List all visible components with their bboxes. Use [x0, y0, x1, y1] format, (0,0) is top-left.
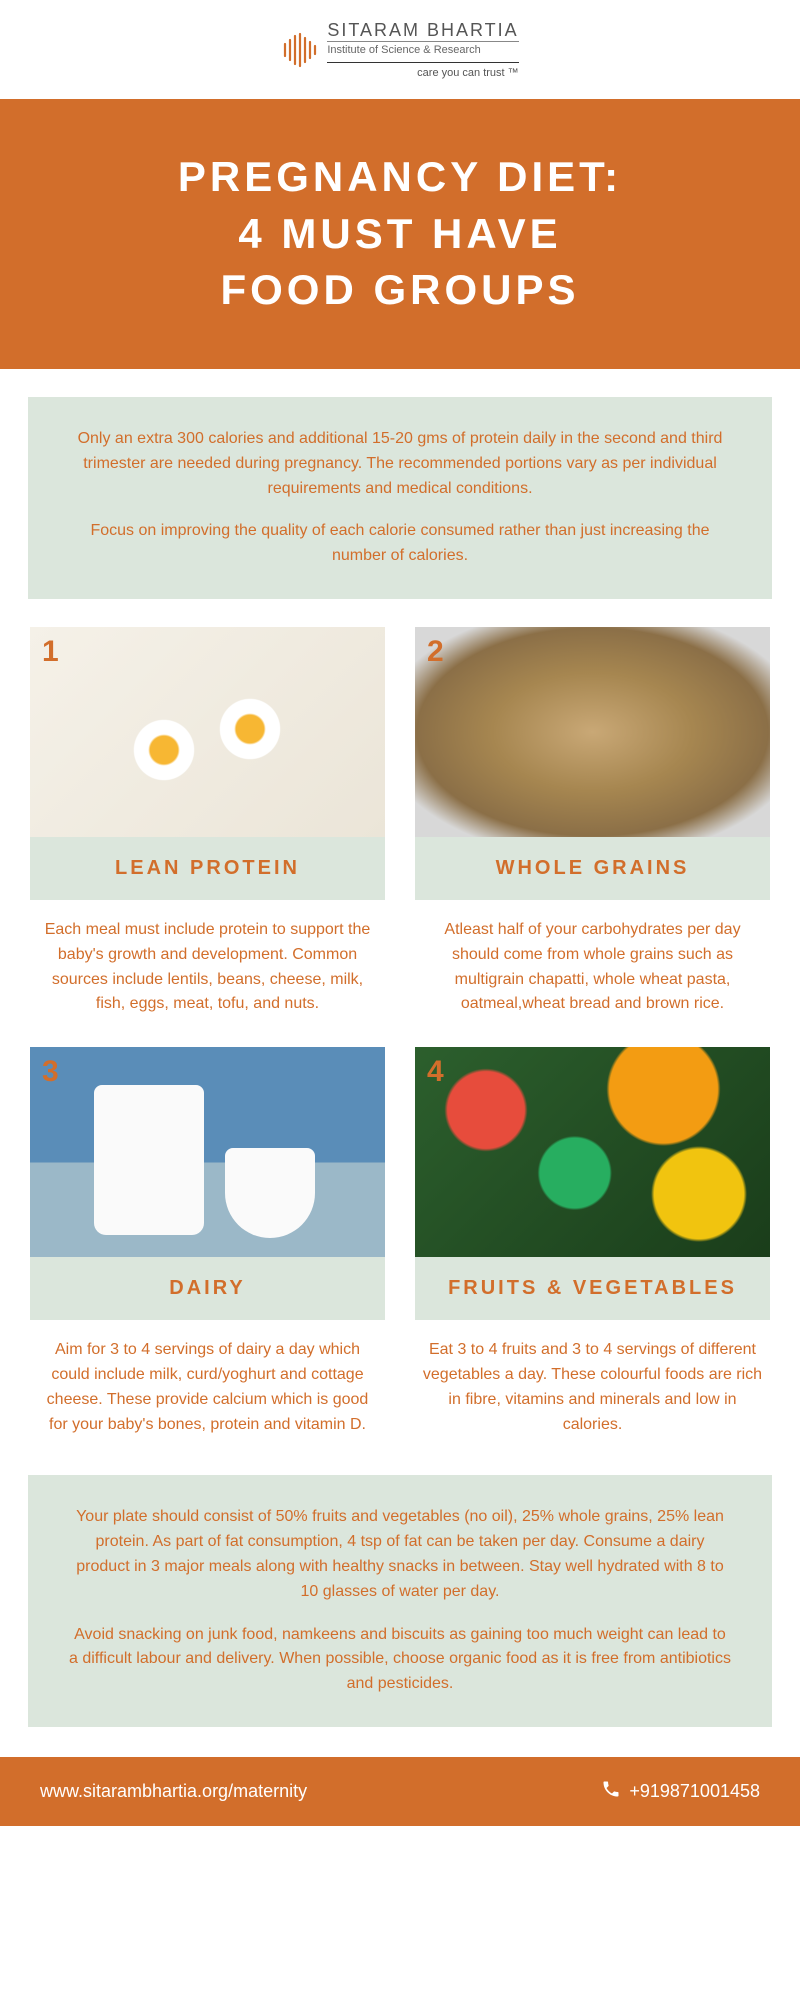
card-title: LEAN PROTEIN: [30, 837, 385, 900]
card-dairy: 3 DAIRY Aim for 3 to 4 servings of dairy…: [30, 1047, 385, 1445]
logo-subtitle: Institute of Science & Research: [327, 41, 518, 56]
hero-banner: PREGNANCY DIET: 4 MUST HAVE FOOD GROUPS: [0, 99, 800, 369]
intro-paragraph-1: Only an extra 300 calories and additiona…: [68, 427, 732, 501]
phone-icon: [601, 1779, 621, 1804]
card-description: Atleast half of your carbohydrates per d…: [415, 900, 770, 1025]
logo-mark-icon: [281, 30, 317, 70]
card-title: DAIRY: [30, 1257, 385, 1320]
outro-paragraph-2: Avoid snacking on junk food, namkeens an…: [68, 1623, 732, 1697]
outro-panel: Your plate should consist of 50% fruits …: [28, 1475, 772, 1727]
logo-tagline: care you can trust ™: [327, 62, 518, 79]
intro-panel: Only an extra 300 calories and additiona…: [28, 397, 772, 599]
hero-line-3: FOOD GROUPS: [220, 266, 579, 313]
cards-grid: 1 LEAN PROTEIN Each meal must include pr…: [0, 627, 800, 1475]
card-lean-protein: 1 LEAN PROTEIN Each meal must include pr…: [30, 627, 385, 1025]
logo-bar: SITARAM BHARTIA Institute of Science & R…: [0, 0, 800, 99]
outro-paragraph-1: Your plate should consist of 50% fruits …: [68, 1505, 732, 1604]
hero-title: PREGNANCY DIET: 4 MUST HAVE FOOD GROUPS: [30, 149, 770, 319]
card-image-dairy: 3: [30, 1047, 385, 1257]
card-title: WHOLE GRAINS: [415, 837, 770, 900]
footer-phone: +919871001458: [629, 1781, 760, 1802]
card-number: 2: [427, 635, 444, 669]
footer-phone-group[interactable]: +919871001458: [601, 1779, 760, 1804]
card-description: Eat 3 to 4 fruits and 3 to 4 servings of…: [415, 1320, 770, 1445]
card-description: Each meal must include protein to suppor…: [30, 900, 385, 1025]
card-image-protein: 1: [30, 627, 385, 837]
card-title: FRUITS & VEGETABLES: [415, 1257, 770, 1320]
logo: SITARAM BHARTIA Institute of Science & R…: [281, 20, 518, 79]
card-fruits-vegetables: 4 FRUITS & VEGETABLES Eat 3 to 4 fruits …: [415, 1047, 770, 1445]
intro-paragraph-2: Focus on improving the quality of each c…: [68, 519, 732, 569]
card-number: 3: [42, 1055, 59, 1089]
footer-bar: www.sitarambhartia.org/maternity +919871…: [0, 1757, 800, 1826]
card-number: 4: [427, 1055, 444, 1089]
card-number: 1: [42, 635, 59, 669]
hero-line-1: PREGNANCY DIET:: [178, 153, 622, 200]
card-whole-grains: 2 WHOLE GRAINS Atleast half of your carb…: [415, 627, 770, 1025]
card-description: Aim for 3 to 4 servings of dairy a day w…: [30, 1320, 385, 1445]
logo-name: SITARAM BHARTIA: [327, 20, 518, 41]
footer-url[interactable]: www.sitarambhartia.org/maternity: [40, 1781, 307, 1802]
card-image-grains: 2: [415, 627, 770, 837]
hero-line-2: 4 MUST HAVE: [238, 210, 561, 257]
card-image-fruits: 4: [415, 1047, 770, 1257]
